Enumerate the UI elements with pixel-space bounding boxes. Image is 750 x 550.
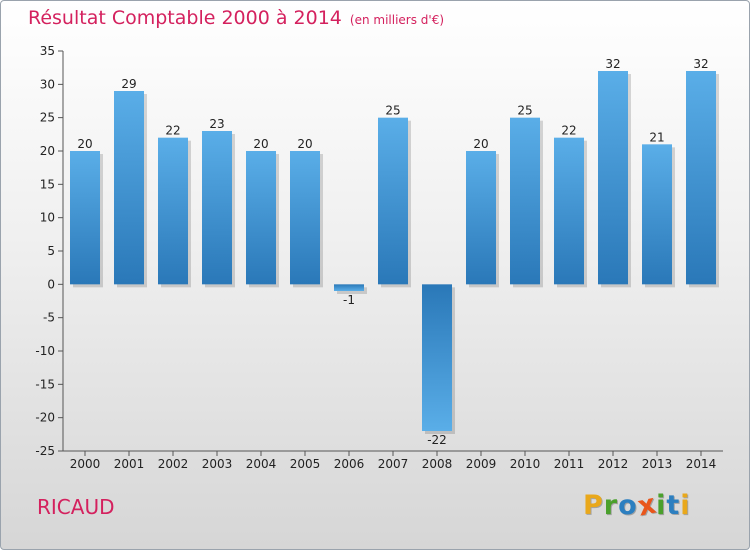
x-tick-label: 2004 bbox=[246, 457, 277, 471]
y-tick-label: 25 bbox=[40, 111, 55, 125]
chart-title-text: Résultat Comptable 2000 à 2014 bbox=[28, 7, 342, 29]
logo-letter: i bbox=[656, 490, 667, 521]
y-tick-label: -20 bbox=[35, 411, 55, 425]
x-tick-label: 2010 bbox=[510, 457, 541, 471]
bar-2007 bbox=[378, 117, 408, 285]
bar-2001 bbox=[114, 91, 144, 285]
logo-letter: P bbox=[583, 490, 604, 521]
y-tick-label: -5 bbox=[43, 311, 55, 325]
bar-2010 bbox=[510, 117, 540, 285]
data-label: 32 bbox=[605, 57, 620, 71]
proxiti-logo[interactable]: Proxiti bbox=[583, 488, 691, 522]
x-tick-label: 2013 bbox=[642, 457, 673, 471]
bar-2005 bbox=[290, 151, 320, 285]
bar-2008 bbox=[422, 284, 452, 431]
data-label: 21 bbox=[649, 130, 664, 144]
y-tick-label: -15 bbox=[35, 377, 55, 391]
x-tick-label: 2001 bbox=[114, 457, 145, 471]
y-tick-label: 20 bbox=[40, 144, 55, 158]
data-labels: 20 29 22 23 20 20 -1 25 -22 20 25 22 32 21 32 bbox=[77, 57, 708, 447]
bar-2002 bbox=[158, 137, 188, 285]
data-label: 20 bbox=[253, 137, 268, 151]
bar-2003 bbox=[202, 131, 232, 285]
y-tick-label: -25 bbox=[35, 444, 55, 458]
y-tick-label: 10 bbox=[40, 211, 55, 225]
x-tick-label: 2000 bbox=[70, 457, 101, 471]
x-tick-label: 2014 bbox=[686, 457, 717, 471]
x-tick-label: 2005 bbox=[290, 457, 321, 471]
y-tick-label: -10 bbox=[35, 344, 55, 358]
bar-2004 bbox=[246, 151, 276, 285]
bar-2011 bbox=[554, 137, 584, 285]
data-label: 25 bbox=[385, 104, 400, 118]
y-tick-label: 35 bbox=[40, 44, 55, 58]
bar-2012 bbox=[598, 71, 628, 285]
commune-name: RICAUD bbox=[37, 495, 115, 519]
data-label: 29 bbox=[121, 77, 136, 91]
bar-2000 bbox=[70, 151, 100, 285]
data-label: 25 bbox=[517, 104, 532, 118]
chart-subtitle: (en milliers d'€) bbox=[349, 13, 445, 27]
data-label: 20 bbox=[297, 137, 312, 151]
bars bbox=[70, 71, 719, 434]
axes: 35 30 25 20 15 10 5 0 -5 -10 -15 -20 -25 2000 2001 2002… bbox=[35, 44, 723, 471]
y-tick-label: 30 bbox=[40, 77, 55, 91]
logo-letter: i bbox=[680, 490, 691, 521]
logo-letter: r bbox=[603, 490, 619, 521]
x-tick-label: 2002 bbox=[158, 457, 189, 471]
x-tick-label: 2006 bbox=[334, 457, 365, 471]
x-tick-label: 2003 bbox=[202, 457, 233, 471]
chart-title: Résultat Comptable 2000 à 2014 (en millie… bbox=[28, 7, 444, 29]
x-tick-label: 2008 bbox=[422, 457, 453, 471]
bar-2009 bbox=[466, 151, 496, 285]
data-label: 22 bbox=[561, 124, 576, 138]
logo-letter: o bbox=[618, 490, 638, 521]
y-tick-label: 15 bbox=[40, 177, 55, 191]
data-label: 20 bbox=[77, 137, 92, 151]
data-label: 20 bbox=[473, 137, 488, 151]
x-tick-label: 2009 bbox=[466, 457, 497, 471]
logo-letter: t bbox=[666, 490, 681, 521]
x-tick-label: 2011 bbox=[554, 457, 585, 471]
data-label: -1 bbox=[343, 293, 355, 307]
data-label: 23 bbox=[209, 117, 224, 131]
bar-2006 bbox=[334, 284, 364, 291]
x-tick-label: 2007 bbox=[378, 457, 409, 471]
y-tick-label: 5 bbox=[47, 244, 55, 258]
bar-2013 bbox=[642, 144, 672, 285]
x-tick-label: 2012 bbox=[598, 457, 629, 471]
y-tick-label: 0 bbox=[47, 277, 55, 291]
data-label: 32 bbox=[693, 57, 708, 71]
bar-2014 bbox=[686, 71, 716, 285]
data-label: 22 bbox=[165, 124, 180, 138]
data-label: -22 bbox=[427, 433, 447, 447]
